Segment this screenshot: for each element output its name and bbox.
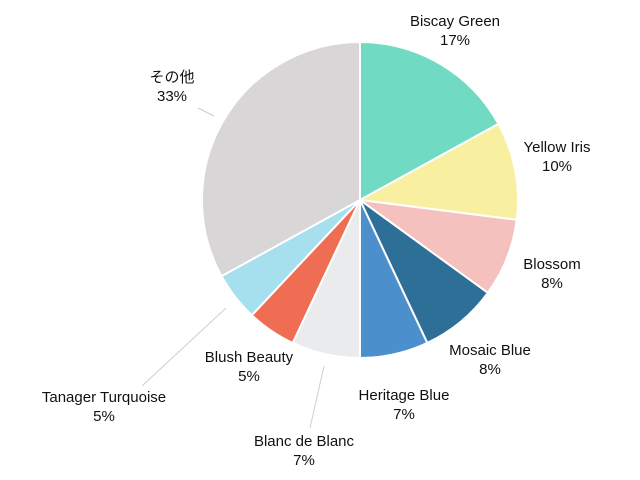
slice-value-label-0: 17%: [440, 32, 470, 49]
slice-label-8: その他: [149, 69, 194, 86]
slice-value-label-5: 7%: [293, 452, 315, 469]
slice-label-0: Biscay Green: [410, 13, 500, 30]
pie-slice-1: [356, 122, 519, 221]
slice-value-label-2: 8%: [541, 275, 563, 292]
slice-label-7: Tanager Turquoise: [42, 389, 166, 406]
slice-label-1: Yellow Iris: [524, 139, 591, 156]
pie-slice-0: [359, 40, 500, 202]
slice-label-6: Blush Beauty: [205, 349, 294, 366]
labels-layer: Biscay Green 17% Yellow Iris 10% Blossom 8% Mo…: [42, 13, 591, 469]
slice-label-2: Blossom: [523, 256, 581, 273]
slices-layer: [201, 40, 519, 360]
leader-line-8: [197, 107, 215, 117]
pie-slice-8: [201, 40, 361, 278]
slice-label-3: Mosaic Blue: [449, 342, 531, 359]
slice-label-4: Heritage Blue: [359, 387, 450, 404]
slice-label-5: Blanc de Blanc: [254, 433, 355, 450]
slice-value-label-4: 7%: [393, 406, 415, 423]
leaders-layer: [141, 107, 325, 429]
slice-value-label-3: 8%: [479, 361, 501, 378]
slice-value-label-6: 5%: [238, 368, 260, 385]
leader-line-7: [141, 307, 227, 387]
leader-line-5: [309, 365, 325, 429]
slice-value-label-7: 5%: [93, 408, 115, 425]
slice-value-label-8: 33%: [157, 88, 187, 105]
slice-value-label-1: 10%: [542, 158, 572, 175]
